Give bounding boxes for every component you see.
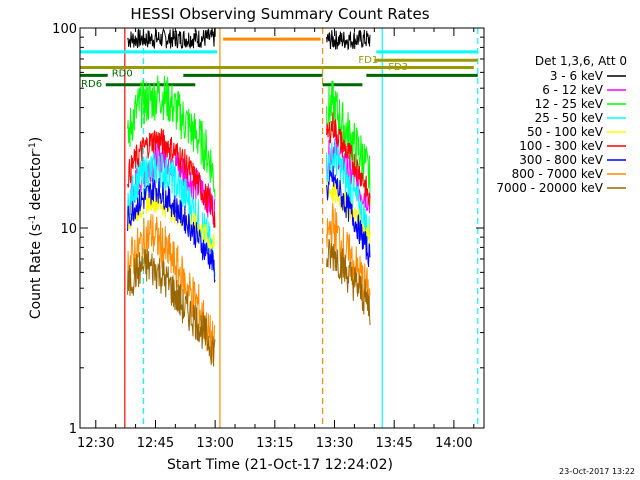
y-axis-label: Count Rate (s-1 detector-1) (28, 137, 44, 319)
series-line (326, 29, 371, 51)
legend-item-label: 12 - 25 keV (535, 97, 604, 111)
flag-bars (80, 37, 478, 87)
footer-timestamp: 23-Oct-2017 13:22 (559, 467, 635, 476)
series-line (127, 214, 216, 364)
flag-label: FD1 (358, 55, 378, 66)
x-tick-label: 13:15 (256, 436, 293, 451)
x-tick-label: 12:45 (137, 436, 174, 451)
series-line (326, 202, 371, 309)
x-axis-ticks: 12:30 12:45 13:00 13:15 13:30 13:45 14:00 (77, 28, 475, 451)
series-line (127, 128, 216, 228)
chart-title: HESSI Observing Summary Count Rates (130, 5, 429, 23)
y-tick-label: 10 (60, 222, 77, 237)
series-line (326, 80, 371, 204)
x-tick-label: 13:00 (196, 436, 233, 451)
x-tick-label: 14:00 (435, 436, 472, 451)
legend-item-label: 300 - 800 keV (519, 153, 603, 167)
legend-item-label: 800 - 7000 keV (512, 167, 604, 181)
flag-label: FD3 (388, 62, 408, 73)
legend-item-label: 7000 - 20000 keV (496, 181, 603, 195)
x-tick-label: 12:30 (77, 436, 114, 451)
series-lines (127, 28, 371, 367)
legend-item-label: 50 - 100 keV (527, 125, 604, 139)
legend-item-label: 25 - 50 keV (535, 111, 604, 125)
series-line (127, 248, 216, 367)
y-tick-label: 1 (69, 422, 77, 437)
series-line (326, 238, 371, 326)
legend-header: Det 1,3,6, Att 0 (535, 54, 627, 68)
legend-item-label: 100 - 300 keV (519, 139, 603, 153)
legend-item-label: 3 - 6 keV (550, 69, 604, 83)
series-line (326, 165, 371, 267)
flag-label: RD0 (112, 68, 133, 79)
vertical-markers (124, 28, 479, 428)
x-tick-label: 13:45 (375, 436, 412, 451)
y-axis-ticks: 1 10 100 (52, 22, 484, 437)
x-tick-label: 13:30 (316, 436, 353, 451)
series-line (127, 177, 216, 283)
flag-label: RD6 (81, 79, 102, 90)
flag-labels: RD0 RD6 FD1 FD3 (81, 55, 408, 90)
y-tick-label: 100 (52, 22, 77, 37)
legend-item-label: 6 - 12 keV (542, 83, 604, 97)
series-line (127, 75, 216, 198)
series-line (127, 28, 216, 50)
x-axis-label: Start Time (21-Oct-17 12:24:02) (167, 457, 393, 473)
series-line (326, 112, 371, 207)
